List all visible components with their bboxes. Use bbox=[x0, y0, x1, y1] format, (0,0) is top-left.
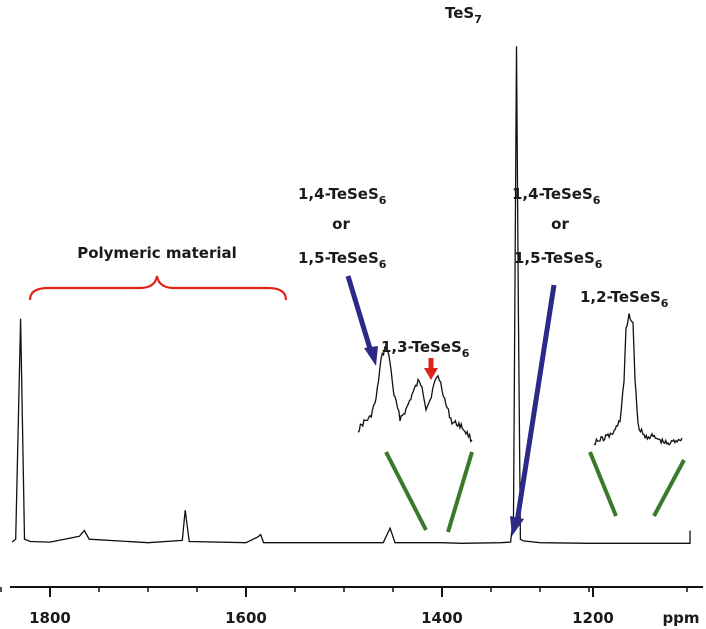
red-arrow-mid bbox=[424, 358, 438, 380]
zoom-line-right-a bbox=[588, 451, 618, 517]
x-axis-ticks bbox=[0, 587, 688, 597]
x-axis-unit: ppm bbox=[662, 609, 699, 627]
label-right-1: 1,4-TeSeS6 bbox=[512, 185, 601, 207]
label-left-or: or bbox=[332, 215, 350, 233]
zoom-line-left-a bbox=[384, 451, 428, 531]
label-polymeric: Polymeric material bbox=[77, 244, 237, 262]
label-right-or: or bbox=[551, 215, 569, 233]
inset-expansion-left bbox=[357, 346, 473, 443]
label-mid: 1,3-TeSeS6 bbox=[381, 338, 470, 360]
tick-label-1400: 1400 bbox=[421, 609, 463, 627]
blue-arrow-left bbox=[345, 275, 378, 366]
tick-label-1800: 1800 bbox=[29, 609, 71, 627]
zoom-line-right-b bbox=[652, 459, 686, 517]
inset-expansion-right bbox=[593, 313, 683, 446]
tick-label-1600: 1600 bbox=[225, 609, 267, 627]
zoom-line-left-b bbox=[446, 451, 474, 533]
polymer-bracket bbox=[28, 275, 288, 301]
tick-label-1200-visible: 1200 bbox=[572, 609, 614, 627]
spectrum-trace bbox=[11, 46, 691, 544]
label-tes7: TeS7 bbox=[445, 4, 482, 26]
label-right-2: 1,5-TeSeS6 bbox=[514, 249, 603, 271]
label-left-1: 1,4-TeSeS6 bbox=[298, 185, 387, 207]
label-far-right: 1,2-TeSeS6 bbox=[580, 288, 669, 310]
label-left-2: 1,5-TeSeS6 bbox=[298, 249, 387, 271]
blue-arrow-right bbox=[510, 284, 557, 536]
